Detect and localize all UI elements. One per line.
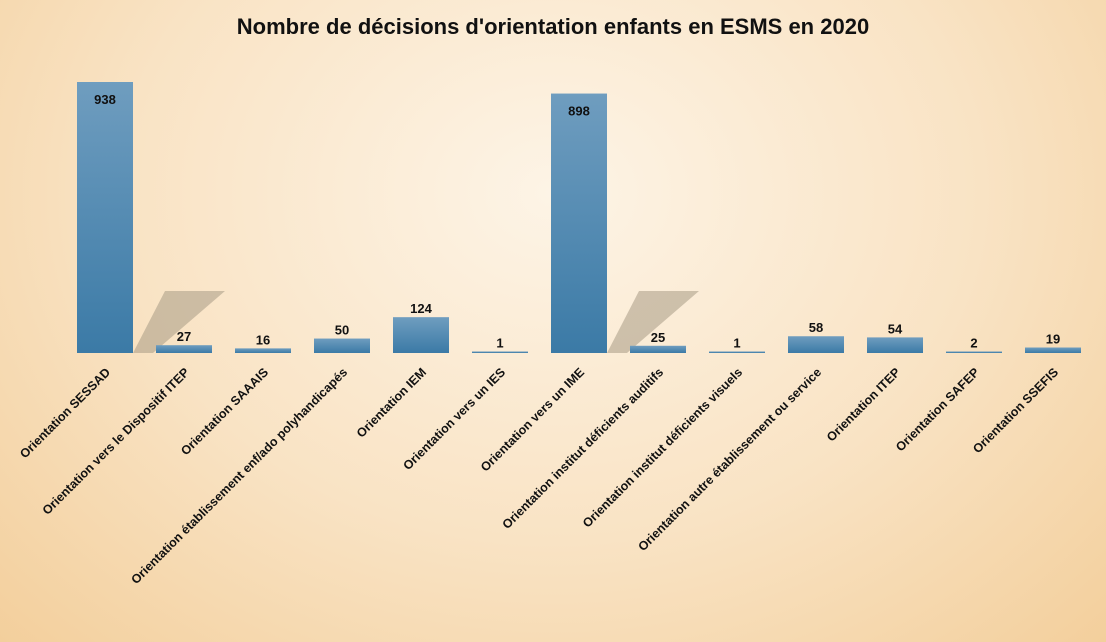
value-label-4: 124 (410, 301, 432, 316)
bar-10 (867, 337, 923, 353)
value-label-12: 19 (1046, 332, 1060, 347)
bar-1 (156, 345, 212, 353)
bar-3 (314, 338, 370, 353)
category-label-8: Orientation institut déficients visuels (580, 365, 745, 530)
category-label-0: Orientation SESSAD (17, 365, 113, 461)
bar-4 (393, 317, 449, 353)
category-label-9: Orientation autre établissement ou servi… (635, 365, 824, 554)
bar-9 (788, 336, 844, 353)
category-label-10: Orientation ITEP (824, 365, 903, 444)
value-label-1: 27 (177, 329, 191, 344)
value-label-6: 898 (568, 104, 590, 119)
value-label-8: 1 (733, 336, 740, 351)
category-label-11: Orientation SAFEP (893, 365, 982, 454)
bar-12 (1025, 347, 1081, 353)
bar-shadow (607, 291, 699, 353)
bar-shadow (133, 291, 225, 353)
category-label-2: Orientation SAAAIS (178, 365, 271, 458)
bar-6 (551, 93, 607, 353)
chart-title: Nombre de décisions d'orientation enfant… (236, 14, 870, 39)
category-label-4: Orientation IEM (354, 365, 429, 440)
value-label-9: 58 (809, 320, 823, 335)
value-label-5: 1 (496, 336, 503, 351)
value-label-10: 54 (888, 321, 903, 336)
category-label-1: Orientation vers le Dispositif ITEP (40, 365, 192, 517)
bar-11 (946, 351, 1002, 353)
value-label-2: 16 (256, 332, 270, 347)
bar-7 (630, 345, 686, 353)
value-label-3: 50 (335, 323, 349, 338)
value-label-7: 25 (651, 330, 665, 345)
bar-8 (709, 351, 765, 353)
bar-0 (77, 82, 133, 353)
bar-2 (235, 348, 291, 353)
value-label-11: 2 (970, 336, 977, 351)
category-label-7: Orientation institut déficients auditifs (500, 365, 667, 532)
category-label-12: Orientation SSEFIS (970, 365, 1061, 456)
bar-5 (472, 351, 528, 353)
value-label-0: 938 (94, 92, 116, 107)
